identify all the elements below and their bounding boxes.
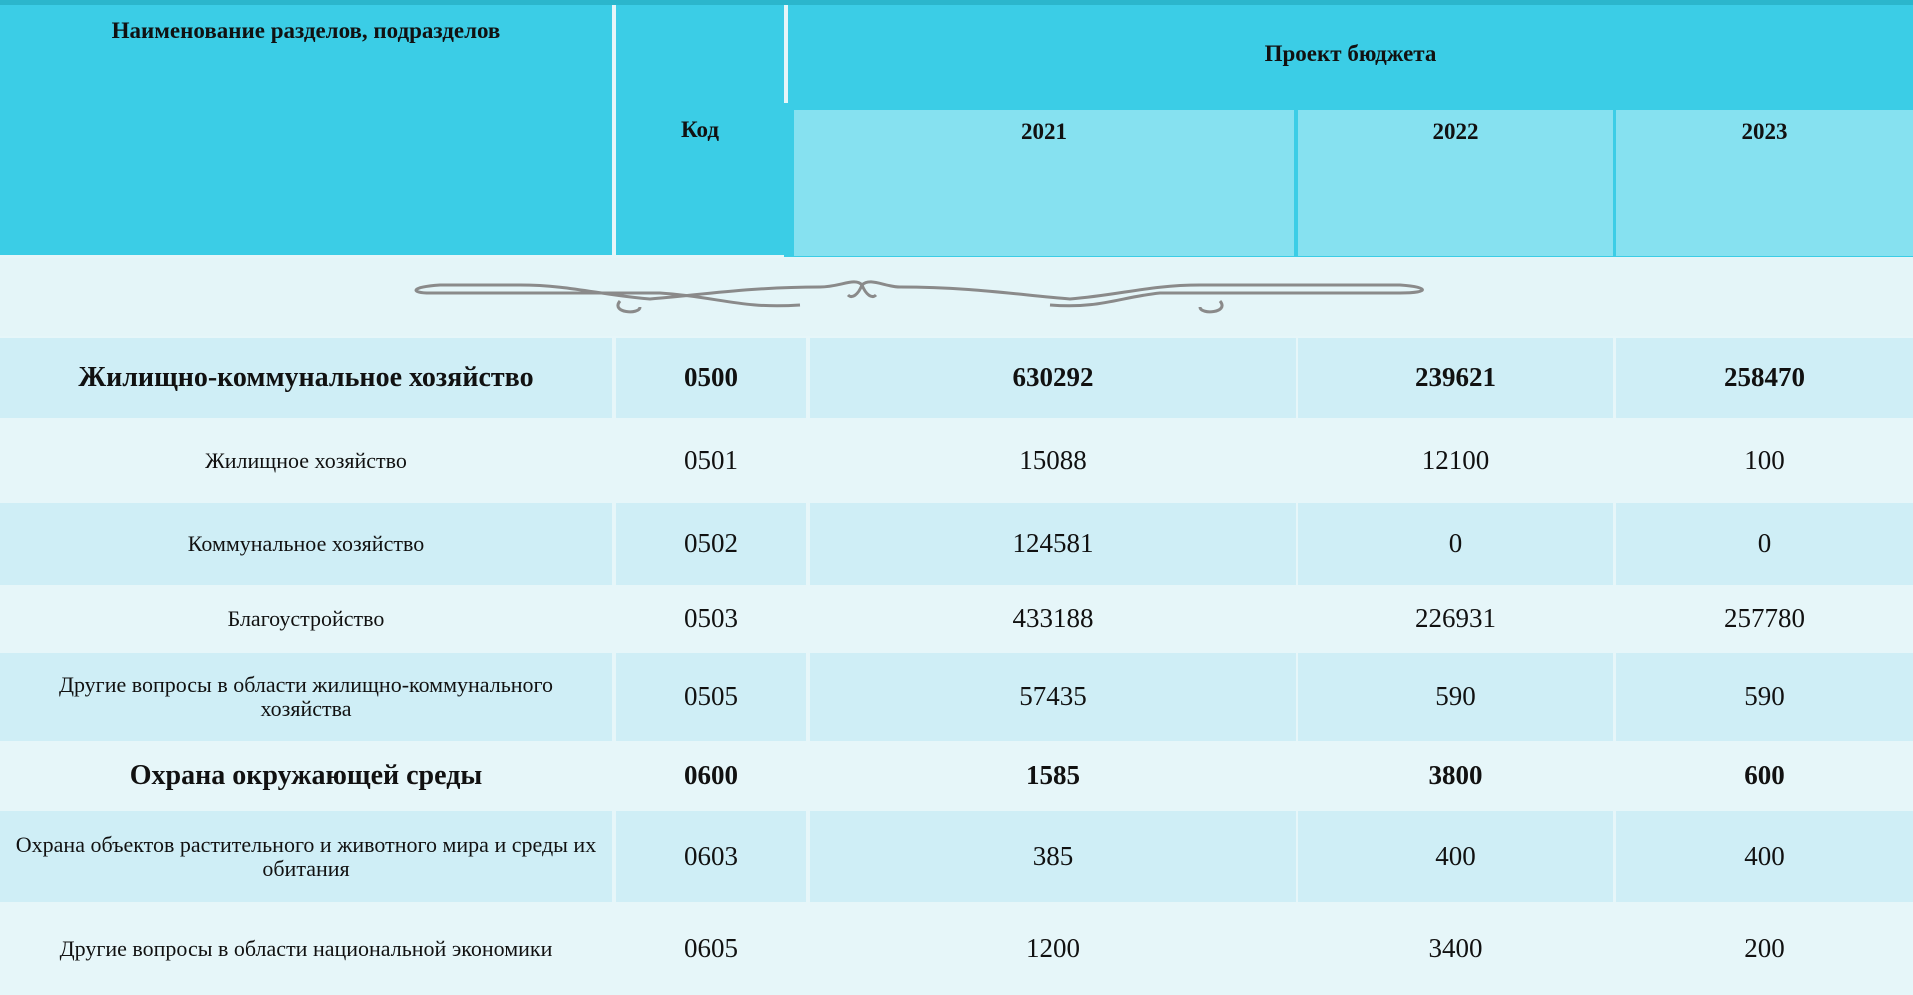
row-value: 600 <box>1616 744 1913 808</box>
row-code: 0600 <box>616 744 806 808</box>
row-code-text: 0505 <box>684 682 738 711</box>
row-value: 0 <box>1616 503 1913 585</box>
row-label-text: Жилищное хозяйство <box>205 449 407 473</box>
row-code: 0603 <box>616 811 806 902</box>
row-code: 0501 <box>616 421 806 500</box>
row-value-text: 590 <box>1744 682 1785 711</box>
header-year: 2021 <box>794 110 1294 256</box>
row-label: Другие вопросы в области национальной эк… <box>0 905 612 992</box>
row-value-text: 1585 <box>1026 761 1080 790</box>
header-year-text: 2022 <box>1433 120 1479 145</box>
row-code: 0605 <box>616 905 806 992</box>
row-label: Охрана окружающей среды <box>0 744 612 808</box>
row-value: 0 <box>1298 503 1613 585</box>
row-value-text: 239621 <box>1415 363 1496 392</box>
row-value: 12100 <box>1298 421 1613 500</box>
row-code-text: 0501 <box>684 446 738 475</box>
row-value-text: 15088 <box>1019 446 1087 475</box>
row-value-text: 124581 <box>1013 529 1094 558</box>
row-value: 630292 <box>810 338 1296 418</box>
row-code-text: 0502 <box>684 529 738 558</box>
row-value: 433188 <box>810 588 1296 650</box>
row-code-text: 0603 <box>684 842 738 871</box>
row-value-text: 258470 <box>1724 363 1805 392</box>
row-value: 200 <box>1616 905 1913 992</box>
row-value-text: 200 <box>1744 934 1785 963</box>
header-code: Код <box>616 5 784 255</box>
row-value: 1585 <box>810 744 1296 808</box>
row-value: 385 <box>810 811 1296 902</box>
row-value-text: 57435 <box>1019 682 1087 711</box>
header-name-text: Наименование разделов, подразделов <box>112 19 501 44</box>
row-value: 590 <box>1616 653 1913 741</box>
row-value: 400 <box>1298 811 1613 902</box>
row-value-text: 600 <box>1744 761 1785 790</box>
row-value: 590 <box>1298 653 1613 741</box>
row-label-text: Другие вопросы в области национальной эк… <box>60 937 553 961</box>
row-label-text: Коммунальное хозяйство <box>188 532 424 556</box>
row-label: Жилищное хозяйство <box>0 421 612 500</box>
row-value-text: 1200 <box>1026 934 1080 963</box>
row-value-text: 100 <box>1744 446 1785 475</box>
row-value-text: 226931 <box>1415 604 1496 633</box>
ornament <box>400 265 1460 325</box>
row-code-text: 0500 <box>684 363 738 392</box>
row-value: 226931 <box>1298 588 1613 650</box>
row-label: Благоустройство <box>0 588 612 650</box>
row-code: 0505 <box>616 653 806 741</box>
page: Наименование разделов, подразделов Код Про… <box>0 0 1913 995</box>
row-value: 257780 <box>1616 588 1913 650</box>
row-value-text: 0 <box>1758 529 1772 558</box>
row-value-text: 433188 <box>1013 604 1094 633</box>
row-value: 57435 <box>810 653 1296 741</box>
row-value: 1200 <box>810 905 1296 992</box>
row-label: Жилищно-коммунальное хозяйство <box>0 338 612 418</box>
header-year-text: 2021 <box>1021 120 1067 145</box>
header-group-text: Проект бюджета <box>1265 42 1437 67</box>
row-value-text: 400 <box>1744 842 1785 871</box>
row-code: 0503 <box>616 588 806 650</box>
row-value: 400 <box>1616 811 1913 902</box>
row-value-text: 257780 <box>1724 604 1805 633</box>
row-code: 0500 <box>616 338 806 418</box>
row-value: 239621 <box>1298 338 1613 418</box>
row-label: Коммунальное хозяйство <box>0 503 612 585</box>
header-code-text: Код <box>681 118 719 143</box>
row-value-text: 630292 <box>1013 363 1094 392</box>
row-value: 124581 <box>810 503 1296 585</box>
row-label-text: Жилищно-коммунальное хозяйство <box>78 363 533 393</box>
header-year: 2023 <box>1616 110 1913 256</box>
row-value-text: 385 <box>1033 842 1074 871</box>
row-label-text: Охрана окружающей среды <box>130 761 482 791</box>
row-value-text: 0 <box>1449 529 1463 558</box>
row-value-text: 3800 <box>1429 761 1483 790</box>
header-group: Проект бюджета <box>788 5 1913 103</box>
header-year: 2022 <box>1298 110 1613 256</box>
row-label: Охрана объектов растительного и животног… <box>0 811 612 902</box>
row-value: 15088 <box>810 421 1296 500</box>
row-code: 0502 <box>616 503 806 585</box>
row-value: 258470 <box>1616 338 1913 418</box>
row-value-text: 400 <box>1435 842 1476 871</box>
row-label-text: Охрана объектов растительного и животног… <box>14 833 598 881</box>
header-name: Наименование разделов, подразделов <box>0 5 612 255</box>
row-code-text: 0503 <box>684 604 738 633</box>
row-value-text: 3400 <box>1429 934 1483 963</box>
row-label: Другие вопросы в области жилищно-коммуна… <box>0 653 612 741</box>
budget-table: Наименование разделов, подразделов Код Про… <box>0 0 1913 995</box>
row-value: 3800 <box>1298 744 1613 808</box>
row-code-text: 0605 <box>684 934 738 963</box>
header-year-text: 2023 <box>1742 120 1788 145</box>
row-value: 100 <box>1616 421 1913 500</box>
row-value-text: 12100 <box>1422 446 1490 475</box>
row-value-text: 590 <box>1435 682 1476 711</box>
row-label-text: Другие вопросы в области жилищно-коммуна… <box>14 673 598 721</box>
row-value: 3400 <box>1298 905 1613 992</box>
row-code-text: 0600 <box>684 761 738 790</box>
row-label-text: Благоустройство <box>228 607 385 631</box>
